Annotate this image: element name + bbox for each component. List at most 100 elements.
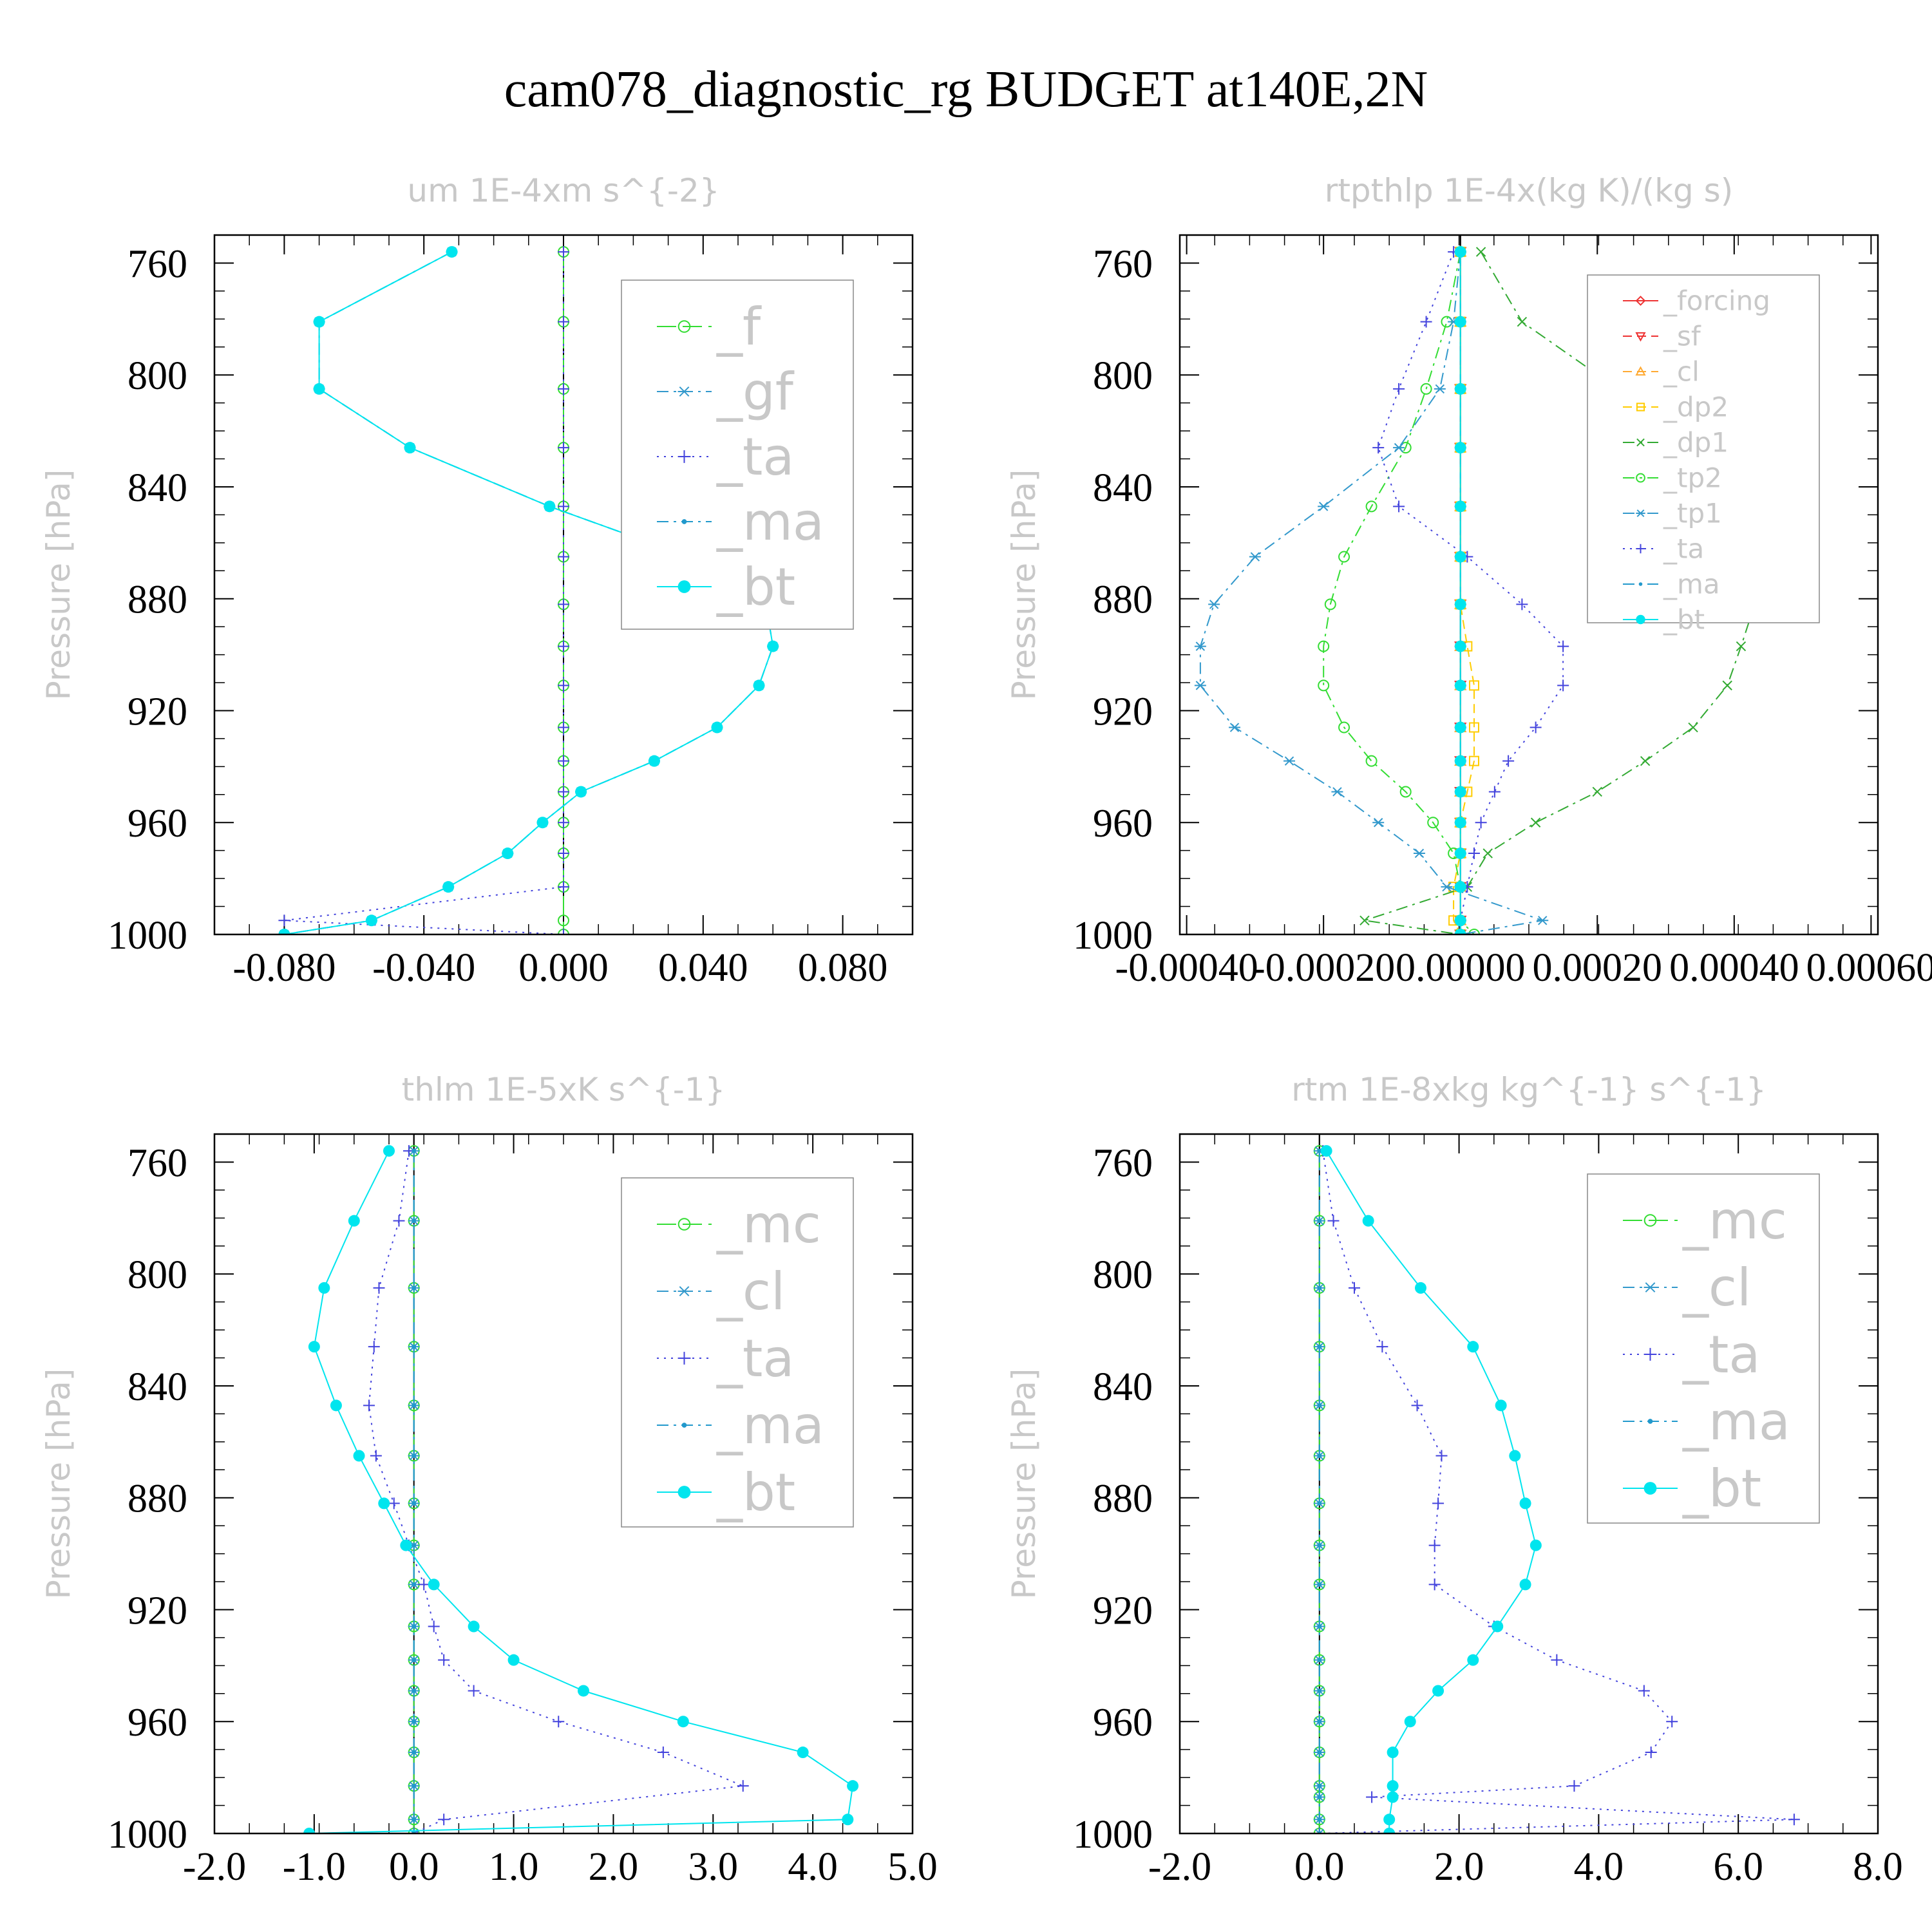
y-axis-label: Pressure [hPa] [40, 469, 77, 701]
series-ta-line [1378, 251, 1564, 934]
series-ta-marker [1645, 1747, 1657, 1759]
legend-ma-marker [681, 1423, 687, 1428]
x-tick-label: 8.0 [1853, 1845, 1903, 1889]
legend-mc-marker [677, 1218, 691, 1231]
series-ma-marker [1317, 1501, 1322, 1506]
series-cl-marker [1313, 1828, 1325, 1833]
y-tick-label: 960 [1093, 1701, 1153, 1745]
legend-mc-label: _mc [1682, 1191, 1787, 1251]
x-tick-label: 0.00040 [1669, 946, 1799, 990]
series-ma-marker [412, 1783, 417, 1788]
series-bt-marker [1387, 1780, 1399, 1792]
legend: _mc _cl _ta _ma _bt [1587, 1173, 1820, 1524]
series-bt-marker [842, 1814, 854, 1826]
series-tp2-marker [1427, 817, 1439, 829]
legend-dp2-label: _dp2 [1663, 392, 1728, 423]
y-tick-label: 920 [128, 1589, 187, 1633]
x-tick-label: 0.080 [798, 946, 888, 990]
series-tp1-marker [1441, 882, 1453, 892]
legend-forcing-label: _forcing [1663, 285, 1770, 317]
series-bt-marker [468, 1620, 480, 1633]
series-ta-marker [1638, 1685, 1650, 1697]
x-tick-label: -2.0 [183, 1845, 246, 1889]
series-ma-marker [412, 1719, 417, 1724]
series-ta-marker [558, 881, 569, 893]
series-ma-marker [1317, 1658, 1322, 1663]
series-bt-marker [1404, 1716, 1416, 1728]
series-ma-marker [1317, 1783, 1322, 1788]
series-ta-marker [368, 1341, 380, 1353]
y-tick-label: 760 [1093, 1141, 1153, 1185]
series-bt-marker [1454, 929, 1466, 934]
legend-ta-label: _ta [716, 427, 794, 487]
series-ma-marker [412, 1624, 417, 1629]
series-ma-marker [412, 1582, 417, 1587]
series-bt-marker [1383, 1814, 1396, 1826]
plot-frame [1179, 234, 1879, 936]
legend-cl-label: _cl [716, 1262, 785, 1321]
legend-bt-label: _bt [716, 1463, 795, 1522]
series-ta-marker [1551, 1654, 1563, 1666]
series-tp1-marker [1208, 600, 1220, 609]
series-ma-marker [412, 1750, 417, 1755]
series-ta-marker [1366, 1791, 1378, 1803]
y-tick-label: 840 [1093, 1365, 1153, 1409]
series-bt-marker [1454, 500, 1466, 513]
legend-forcing-marker [1635, 296, 1646, 306]
series-bt-marker [1467, 1654, 1479, 1666]
series-ma-marker [412, 1285, 417, 1291]
legend-bt-marker [677, 1486, 691, 1499]
series-bt-marker [1387, 1747, 1399, 1759]
series-ma-marker [412, 1688, 417, 1693]
series-ta-marker [418, 1578, 430, 1591]
series-bt-marker [330, 1399, 342, 1412]
series-ta-marker [1393, 383, 1405, 395]
panel-title: um 1E-4xm s^{-2} [407, 172, 719, 209]
legend-cl-marker [1643, 1282, 1657, 1293]
series-ta-marker [558, 442, 569, 454]
x-tick-label: 2.0 [1434, 1845, 1484, 1889]
series-bt-marker [1454, 383, 1466, 395]
series-tp1-marker [1372, 818, 1385, 828]
series-bt-marker [1454, 721, 1466, 734]
series-ta-marker [1788, 1814, 1800, 1826]
series-bt-marker [446, 246, 458, 258]
y-tick-label: 760 [128, 242, 187, 286]
legend-box [1587, 274, 1820, 623]
series-ta-marker [1666, 1716, 1678, 1728]
series-ta-marker [1327, 1215, 1340, 1227]
series-bt-marker [1387, 1791, 1399, 1803]
series-ta-marker [558, 500, 569, 513]
series-ma-marker [1317, 1148, 1322, 1153]
legend-ma-marker [1638, 582, 1643, 586]
x-tick-label: 0.0 [1294, 1845, 1345, 1889]
legend-cl-label: _cl [1663, 356, 1700, 388]
series-ma-marker [1317, 1454, 1322, 1459]
x-tick-label: 6.0 [1713, 1845, 1763, 1889]
series-tp1-marker [1194, 681, 1206, 690]
legend-bt-label: _bt [716, 557, 795, 617]
series-ma-marker [412, 1543, 417, 1548]
y-tick-label: 800 [128, 354, 187, 398]
x-tick-label: -1.0 [283, 1845, 346, 1889]
legend-sf-marker [1635, 332, 1646, 342]
series-bt-marker [348, 1215, 360, 1227]
series-ma-marker [412, 1344, 417, 1349]
series-bt-marker [753, 679, 765, 692]
series-ta-marker [558, 786, 569, 798]
plot-area [1194, 245, 1767, 934]
series-ma-marker [412, 1148, 417, 1153]
legend: _f_gf_ta_ma_bt [621, 279, 854, 630]
figure-title: cam078_diagnostic_rg BUDGET at140E,2N [504, 61, 1428, 118]
legend-cl-marker [1635, 366, 1646, 376]
panel-title: thlm 1E-5xK s^{-1} [402, 1071, 726, 1108]
series-ta-marker [558, 721, 569, 734]
y-tick-label: 840 [1093, 466, 1153, 510]
series-tp2-marker [1420, 383, 1432, 395]
legend-ma-label: _ma [716, 1396, 824, 1455]
legend-tp2-marker [1636, 473, 1645, 483]
series-bt-marker [1467, 1341, 1479, 1353]
series-ta-marker [428, 1620, 440, 1633]
series-dp1-marker [1530, 817, 1541, 828]
series-ta-marker [1432, 1497, 1444, 1510]
